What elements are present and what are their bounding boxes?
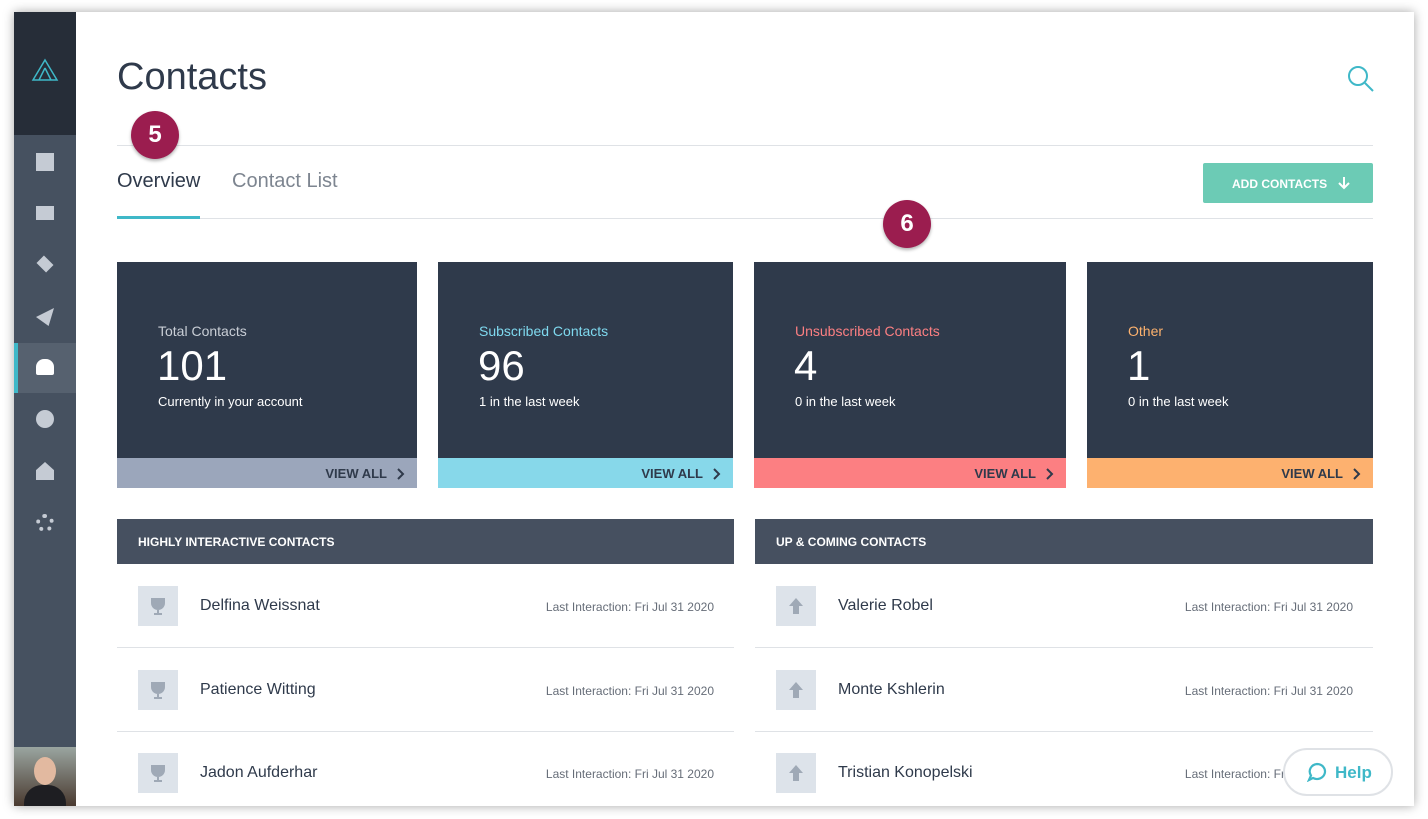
card-value: 1	[1127, 342, 1151, 389]
add-contacts-button[interactable]: ADD CONTACTS	[1203, 163, 1373, 203]
contact-row[interactable]: Jadon Aufderhar Last Interaction: Fri Jul…	[117, 731, 734, 806]
card-value: 96	[478, 342, 525, 389]
card-subtitle: 0 in the last week	[795, 394, 896, 409]
nav-dashboard[interactable]	[36, 153, 54, 171]
view-all-link[interactable]: VIEW ALL	[974, 466, 1036, 481]
card-subtitle: 0 in the last week	[1128, 394, 1229, 409]
contact-row[interactable]: Valerie Robel Last Interaction: Fri Jul 3…	[755, 564, 1373, 648]
help-label: Help	[1335, 763, 1372, 782]
list-header: UP & COMING CONTACTS	[755, 519, 1373, 564]
user-avatar[interactable]	[14, 747, 76, 806]
last-interaction: Last Interaction: Fri Jul 31 2020	[1184, 600, 1353, 614]
contact-name: Patience Witting	[200, 680, 316, 698]
contact-name: Valerie Robel	[838, 597, 933, 614]
contact-name: Monte Kshlerin	[838, 680, 945, 698]
card-label: Subscribed Contacts	[479, 323, 609, 339]
chevron	[397, 467, 405, 485]
stat-card: Other 1 0 in the last week VIEW ALL	[1087, 262, 1373, 488]
last-interaction: Last Interaction: Fri Jul 31 2020	[545, 767, 714, 781]
last-interaction: Last Interaction: Fri Jul 31 2020	[545, 600, 714, 614]
contact-row[interactable]: Tristian Konopelski Last Interaction: Fri…	[755, 731, 1373, 806]
card-subtitle: 1 in the last week	[479, 394, 580, 409]
tabs-divider	[117, 218, 1373, 219]
rising-icon	[776, 753, 816, 793]
arrow-down	[1338, 177, 1350, 190]
rising-icon	[776, 586, 816, 626]
card-label: Total Contacts	[158, 323, 247, 339]
avatar-body	[24, 785, 66, 806]
tab-overview[interactable]: Overview	[117, 170, 201, 192]
nav-groups[interactable]	[36, 410, 54, 428]
step-badge: 5	[131, 111, 179, 159]
button-label: ADD CONTACTS	[1232, 177, 1328, 191]
nav-layers[interactable]	[36, 255, 54, 273]
nav-send[interactable]	[36, 308, 54, 326]
contact-name: Jadon Aufderhar	[200, 764, 318, 781]
view-all-link[interactable]: VIEW ALL	[325, 466, 387, 481]
tab-contact-list[interactable]: Contact List	[232, 170, 338, 192]
contacts-icon	[36, 359, 54, 375]
view-all-link[interactable]: VIEW ALL	[641, 466, 703, 481]
card-value: 4	[794, 342, 818, 389]
list-title: UP & COMING CONTACTS	[776, 535, 927, 549]
stat-card: Total Contacts 101 Currently in your accou…	[117, 262, 417, 488]
rising-icon	[776, 669, 816, 710]
card-value: 101	[157, 342, 228, 389]
chat-icon	[1307, 762, 1327, 782]
logo-area	[14, 12, 76, 135]
last-interaction: Last Interaction: Fri Jul 31 2020	[545, 683, 714, 698]
stat-card: Unsubscribed Contacts 4 0 in the last week…	[754, 262, 1066, 488]
contact-name: Tristian Konopelski	[838, 764, 973, 781]
avatar-face	[34, 757, 56, 785]
card-footer[interactable]: VIEW ALL	[754, 458, 1066, 488]
chevron	[713, 467, 721, 485]
card-footer[interactable]: VIEW ALL	[117, 458, 417, 488]
chevron	[1353, 467, 1361, 485]
stat-card: Subscribed Contacts 96 1 in the last week V…	[438, 262, 733, 488]
tab-underline	[117, 216, 200, 219]
list-title: HIGHLY INTERACTIVE CONTACTS	[138, 535, 335, 549]
card-subtitle: Currently in your account	[158, 394, 303, 409]
divider	[117, 145, 1373, 146]
last-interaction: Last Interaction: Fri Jul 31 2020	[1184, 683, 1353, 698]
app-window: Contacts Overview Contact List ADD CONTA…	[14, 12, 1414, 806]
contact-row[interactable]: Patience Witting Last Interaction: Fri Ju…	[117, 648, 734, 732]
nav-home[interactable]	[36, 462, 54, 480]
trophy-icon	[138, 669, 178, 710]
card-label: Unsubscribed Contacts	[795, 323, 940, 339]
nav-email[interactable]	[36, 206, 54, 220]
contact-name: Delfina Weissnat	[200, 597, 320, 614]
nav-settings[interactable]	[36, 514, 54, 532]
card-label: Other	[1128, 323, 1164, 339]
contact-row[interactable]: Delfina Weissnat Last Interaction: Fri Ju…	[117, 564, 734, 648]
list-header: HIGHLY INTERACTIVE CONTACTS	[117, 519, 734, 564]
card-footer[interactable]: VIEW ALL	[1087, 458, 1373, 488]
contact-row[interactable]: Monte Kshlerin Last Interaction: Fri Jul …	[755, 648, 1373, 732]
logo[interactable]	[31, 58, 59, 82]
trophy-icon	[138, 753, 178, 793]
trophy-icon	[138, 586, 178, 626]
chevron	[1046, 467, 1054, 485]
card-footer[interactable]: VIEW ALL	[438, 458, 733, 488]
page-title: Contacts	[117, 56, 267, 98]
search-icon[interactable]	[1347, 65, 1375, 93]
view-all-link[interactable]: VIEW ALL	[1281, 466, 1343, 481]
nav-contacts-active[interactable]	[14, 343, 76, 393]
help-button[interactable]: Help	[1283, 748, 1393, 796]
step-badge: 6	[883, 200, 931, 248]
sidebar	[14, 12, 76, 806]
active-indicator	[14, 343, 18, 393]
